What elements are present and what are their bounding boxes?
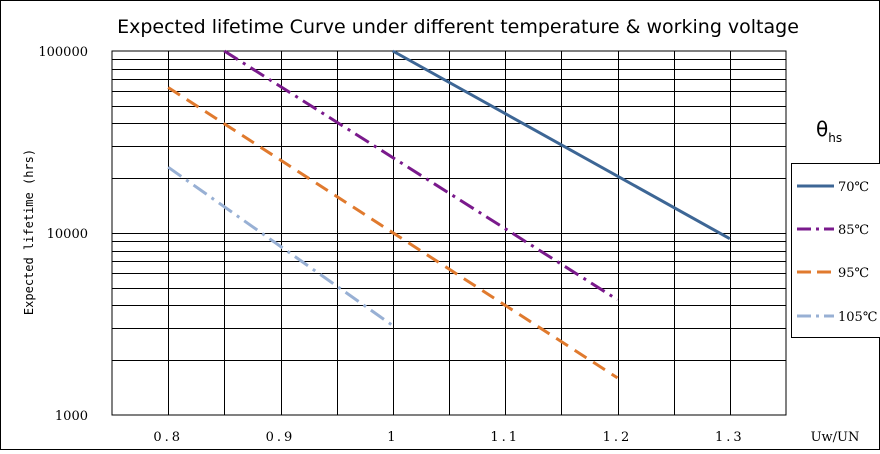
y-tick-label: 1000	[55, 409, 88, 424]
y-tick-label: 100000	[38, 45, 88, 60]
x-tick-label: 1	[387, 430, 398, 445]
legend-label: 95℃	[838, 266, 869, 281]
x-axis-label: Uw/UN	[811, 430, 860, 445]
y-axis-label: Expected lifetime (hrs)	[22, 149, 36, 315]
legend-label: 70℃	[838, 180, 869, 195]
legend-label: 105℃	[838, 310, 877, 325]
legend-label: 85℃	[838, 223, 869, 238]
x-tick-label: 1.3	[715, 430, 745, 445]
x-tick-label: 1.1	[490, 430, 520, 445]
x-tick-label: 1.2	[603, 430, 633, 445]
x-tick-label: 0.9	[266, 430, 296, 445]
y-tick-label: 10000	[47, 227, 88, 242]
chart-title: Expected lifetime Curve under different …	[117, 16, 799, 38]
x-tick-label: 0.8	[153, 430, 183, 445]
